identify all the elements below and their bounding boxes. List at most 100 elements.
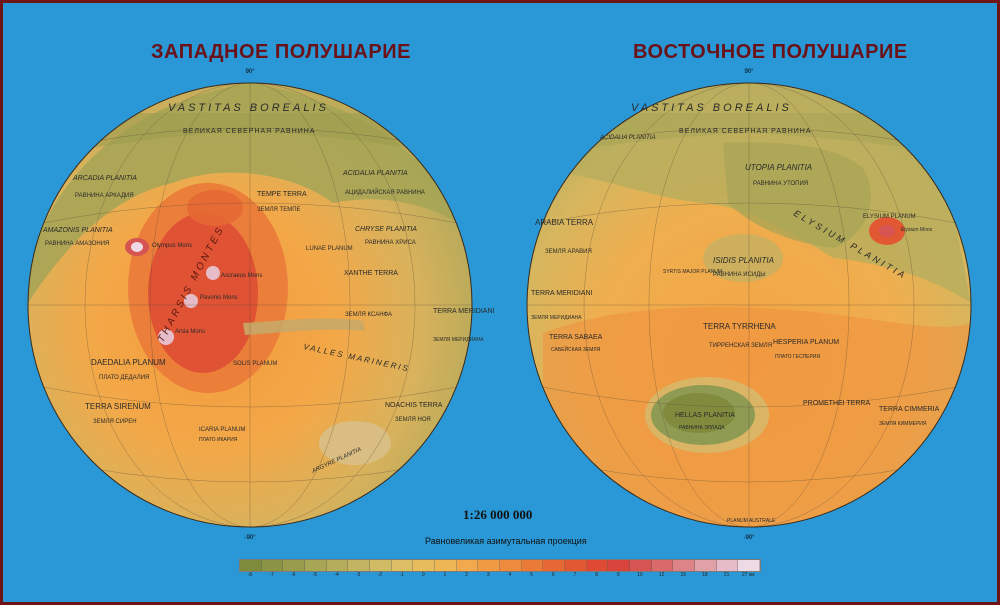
west-ascraeus-mons: Ascraeus Mons: [221, 273, 262, 279]
legend-swatch: [651, 560, 674, 571]
west-zemlya-meridiana: ЗЕМЛЯ МЕРИДИАНА: [433, 337, 484, 343]
map-scale: 1:26 000 000: [463, 507, 533, 522]
west-zemlya-siren: ЗЕМЛЯ СИРЕН: [93, 419, 137, 425]
west-south-label: -90°: [244, 535, 256, 541]
east-utopia-planitia: UTOPIA PLANITIA: [745, 163, 812, 172]
east-terra-sabaea: TERRA SABAEA: [549, 334, 603, 341]
legend-label: 9: [616, 572, 620, 578]
east-sabeyskaya-zemlya: САБЕЙСКАЯ ЗЕМЛЯ: [551, 345, 601, 353]
legend-swatch: [565, 560, 587, 571]
west-vastitas-borealis: VASTITAS BOREALIS: [168, 102, 329, 114]
west-terra-meridiani: TERRA MERIDIANI: [433, 308, 495, 315]
east-north-label: 90°: [744, 69, 754, 75]
hemispheres-svg: 90° -90° VASTITAS BOREALIS ВЕЛИКАЯ СЕВЕР…: [27, 69, 972, 541]
legend-label: 27 км: [742, 572, 755, 578]
east-hemisphere-title: ВОСТОЧНОЕ ПОЛУШАРИЕ: [633, 41, 908, 63]
legend-label: -3: [355, 572, 361, 578]
legend-label: 18: [702, 572, 708, 578]
west-north-label: 90°: [245, 69, 255, 75]
west-lunae-planum: LUNAE PLANUM: [306, 246, 353, 252]
legend-swatch: [370, 560, 392, 571]
legend-label: -6: [290, 572, 296, 578]
legend-swatch: [695, 560, 717, 571]
legend-swatch: [413, 560, 436, 571]
legend-swatch: [456, 560, 479, 571]
legend-swatch: [478, 560, 501, 571]
west-terra-sirenum: TERRA SIRENUM: [85, 402, 151, 411]
west-ravnina-arkadiya: РАВНИНА АРКАДИЯ: [75, 193, 134, 199]
legend-swatch: [608, 560, 631, 571]
east-ravnina-ellada: РАВНИНА ЭЛЛАДА: [679, 425, 725, 431]
legend-swatch: [326, 560, 349, 571]
west-velikaya-ravnina: ВЕЛИКАЯ СЕВЕРНАЯ РАВНИНА: [183, 128, 316, 135]
west-solis-planum: SOLIS PLANUM: [233, 361, 277, 367]
east-velikaya-ravnina: ВЕЛИКАЯ СЕВЕРНАЯ РАВНИНА: [679, 128, 812, 135]
west-icaria-planum: ICARIA PLANUM: [199, 427, 245, 433]
legend-swatch: [521, 560, 544, 571]
west-pavonis-mons: Pavonis Mons: [200, 295, 238, 301]
legend-label: 15: [680, 572, 687, 578]
legend-swatch: [305, 560, 327, 571]
west-zemlya-ksanfa: ЗЕМЛЯ КСАНФА: [345, 312, 392, 318]
legend-swatch: [435, 560, 457, 571]
west-daedalia-planum: DAEDALIA PLANUM: [91, 358, 166, 367]
legend-swatch: [261, 560, 284, 571]
legend-label: -4: [334, 572, 339, 578]
west-plato-ikariya: ПЛАТО ИКАРИЯ: [199, 437, 238, 443]
legend-swatch: [348, 560, 371, 571]
west-ravnina-amazoniya: РАВНИНА АМАЗОНИЯ: [45, 241, 109, 247]
east-hesperia-planum: HESPERIA PLANUM: [773, 339, 839, 346]
legend-label: -2: [377, 572, 383, 578]
legend-swatch: [673, 560, 696, 571]
east-acidalia-planitia: ACIDALIA PLANITIA: [599, 135, 655, 141]
legend-label: -7: [269, 572, 274, 578]
legend-label: 4: [508, 572, 512, 578]
west-plato-dedaliya: ПЛАТО ДЕДАЛИЯ: [99, 375, 149, 381]
west-xanthe-terra: XANTHE TERRA: [344, 270, 398, 277]
legend-label: 21: [723, 572, 730, 578]
east-south-label: -90°: [743, 535, 755, 541]
east-elysium-planum: ELYSIUM PLANUM: [863, 214, 916, 220]
east-ravnina-utopiya: РАВНИНА УТОПИЯ: [753, 181, 808, 187]
legend-label: 6: [551, 572, 555, 578]
legend-swatch: [543, 560, 566, 571]
west-noachis-terra: NOACHIS TERRA: [385, 402, 443, 409]
east-isidis-planitia: ISIDIS PLANITIA: [713, 256, 774, 265]
legend-swatch: [500, 560, 522, 571]
west-zemlya-tempe: ЗЕМЛЯ ТЕМПЕ: [257, 207, 301, 213]
legend-swatch: [630, 560, 652, 571]
east-arabia-terra: ARABIA TERRA: [535, 218, 594, 227]
legend-label: 0: [421, 572, 425, 578]
west-arsia-mons: Arsia Mons: [175, 329, 205, 335]
west-acidalia-planitia: ACIDALIA PLANITIA: [342, 170, 408, 177]
legend-swatch: [586, 560, 609, 571]
legend-swatch: [738, 560, 761, 571]
west-ravnina-hrisa: РАВНИНА ХРИСА: [365, 240, 416, 246]
east-elysium-mons: Elysium Mons: [901, 227, 933, 233]
projection-caption: Равновеликая азимутальная проекция: [425, 536, 587, 546]
legend-label: 1: [443, 572, 447, 578]
east-hemisphere: 90° -90° VASTITAS BOREALIS ВЕЛИКАЯ СЕВЕР…: [526, 69, 972, 541]
legend-swatch: [391, 560, 414, 571]
elevation-legend-labels: -8 -7 -6 -5 -4 -3 -2 -1 0 1 2 3 4 5 6 7 8 9 10 12 15 18 21 27 к…: [239, 572, 759, 578]
east-plato-gesperiya: ПЛАТО ГЕСПЕРИЯ: [775, 354, 820, 360]
east-tirrenskaya-zemlya: ТИРРЕНСКАЯ ЗЕМЛЯ: [709, 343, 772, 349]
legend-label: -8: [247, 572, 253, 578]
east-terra-meridiani: TERRA MERIDIANI: [531, 290, 593, 297]
east-syrtis-major: SYRTIS MAJOR PLANUM: [663, 269, 722, 275]
east-zemlya-araviya: ЗЕМЛЯ АРАВИЯ: [545, 249, 592, 255]
legend-label: 12: [658, 572, 665, 578]
east-vastitas-borealis: VASTITAS BOREALIS: [631, 102, 792, 114]
west-acidaliyskaya: АЦИДАЛИЙСКАЯ РАВНИНА: [345, 188, 425, 196]
legend-swatch: [716, 560, 739, 571]
east-zemlya-meridiana: ЗЕМЛЯ МЕРИДИАНА: [531, 315, 582, 321]
east-promethei-terra: PROMETHEI TERRA: [803, 400, 870, 407]
west-olympus-mons: Olympus Mons: [152, 243, 192, 249]
legend-label: 8: [595, 572, 598, 578]
legend-label: 7: [573, 572, 577, 578]
legend-label: 2: [465, 572, 468, 578]
east-terra-tyrrhena: TERRA TYRRHENA: [703, 322, 776, 331]
west-hemisphere-title: ЗАПАДНОЕ ПОЛУШАРИЕ: [151, 41, 411, 63]
legend-swatch: [283, 560, 306, 571]
